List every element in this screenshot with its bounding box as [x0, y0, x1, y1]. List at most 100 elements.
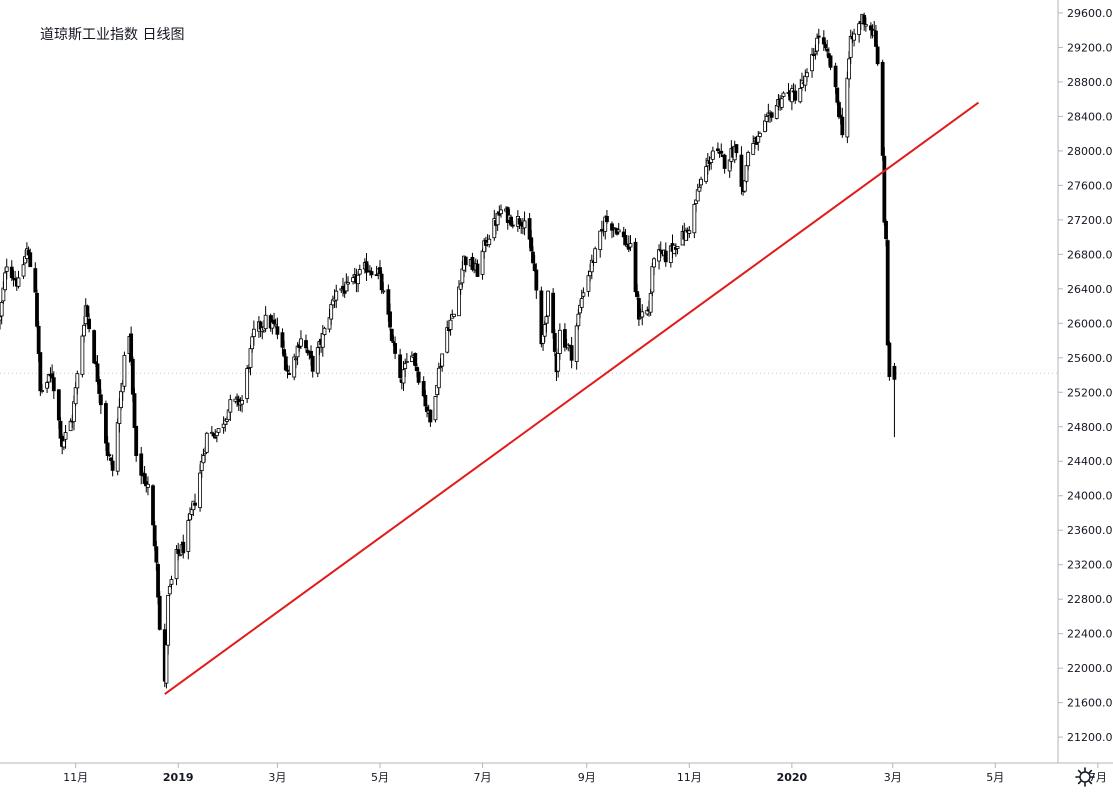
y-tick-label: 27600.0 — [1067, 179, 1113, 192]
candle — [633, 238, 638, 297]
candle-body — [593, 248, 598, 263]
candle-body — [758, 132, 762, 137]
candle-body — [837, 102, 841, 118]
candle — [341, 277, 345, 297]
candle — [648, 288, 653, 316]
candle-body — [428, 409, 433, 423]
candle-body — [716, 148, 720, 152]
candle-body — [63, 432, 68, 440]
candle-body — [586, 275, 591, 292]
candle-body — [235, 396, 239, 399]
candle-body — [0, 302, 4, 317]
candle — [529, 230, 534, 252]
gear-icon[interactable] — [1074, 766, 1096, 788]
candle-body — [82, 324, 86, 337]
candle-body — [460, 268, 465, 284]
candle — [221, 416, 226, 434]
candle-body — [821, 37, 826, 45]
candle — [304, 334, 308, 353]
candle-body — [9, 266, 14, 278]
candle — [51, 371, 56, 399]
x-tick-label: 5月 — [371, 771, 389, 784]
candle — [716, 142, 720, 153]
candle-body — [95, 363, 100, 383]
candle-body — [98, 394, 103, 406]
candle-body — [458, 283, 463, 290]
candle-body — [633, 241, 638, 293]
candle — [357, 264, 362, 276]
candle — [263, 306, 268, 333]
candle-body — [719, 150, 724, 154]
candle-body — [379, 273, 384, 291]
candle-body — [857, 23, 862, 35]
candle-body — [739, 154, 744, 187]
candle — [379, 270, 384, 294]
candle — [80, 333, 85, 378]
candle-body — [452, 313, 456, 317]
candle-body — [892, 366, 897, 380]
candle-body — [734, 144, 739, 154]
candle-body — [109, 457, 113, 461]
candle-body — [33, 268, 38, 293]
candle-body — [351, 277, 355, 283]
candle-body — [198, 472, 202, 508]
candle-body — [85, 305, 90, 318]
candle-body — [357, 269, 362, 275]
candle-body — [610, 223, 614, 231]
candle-body — [93, 361, 98, 365]
candle — [228, 394, 233, 422]
candle — [751, 135, 756, 155]
candle-body — [815, 37, 819, 52]
candle-body — [73, 387, 78, 405]
candle-body — [115, 422, 120, 472]
y-tick-label: 21200.0 — [1067, 731, 1113, 744]
candle-body — [519, 221, 524, 227]
candle-body — [542, 324, 547, 337]
candle — [616, 222, 621, 235]
candle-body — [58, 420, 63, 439]
candle — [299, 330, 303, 350]
candle — [433, 395, 438, 423]
candle — [107, 452, 112, 457]
candle — [475, 259, 480, 277]
candle — [875, 44, 880, 66]
candle — [381, 282, 386, 294]
candle-body — [557, 329, 562, 354]
candle — [152, 521, 157, 551]
candle-body — [438, 366, 443, 369]
x-tick-label: 5月 — [986, 771, 1004, 784]
candle — [882, 147, 887, 226]
candle-body — [240, 400, 245, 405]
candle-body — [110, 460, 115, 471]
candle-body — [835, 87, 840, 103]
candle-body — [56, 389, 61, 421]
candle-body — [4, 266, 9, 272]
candle-body — [305, 349, 310, 354]
candle-body — [169, 579, 174, 585]
candle-body — [756, 135, 761, 143]
candle — [840, 107, 845, 138]
candle-body — [156, 564, 160, 598]
candle — [628, 235, 633, 252]
candle-body — [413, 353, 418, 366]
candle-body — [21, 264, 26, 277]
candle-body — [510, 224, 515, 227]
candle-body — [811, 54, 816, 57]
candle — [186, 513, 191, 560]
y-tick-label: 22800.0 — [1067, 593, 1113, 606]
candle-body — [164, 644, 169, 684]
candle — [845, 71, 850, 144]
candle — [581, 287, 586, 299]
candle — [610, 221, 614, 239]
candle — [428, 409, 433, 427]
candle — [675, 246, 680, 255]
candle-body — [863, 24, 868, 27]
candle-body — [779, 98, 784, 108]
candle-body — [157, 595, 162, 630]
candle-body — [272, 319, 276, 325]
candle-body — [781, 92, 786, 97]
candle-body — [92, 330, 97, 364]
candle-body — [310, 355, 315, 372]
